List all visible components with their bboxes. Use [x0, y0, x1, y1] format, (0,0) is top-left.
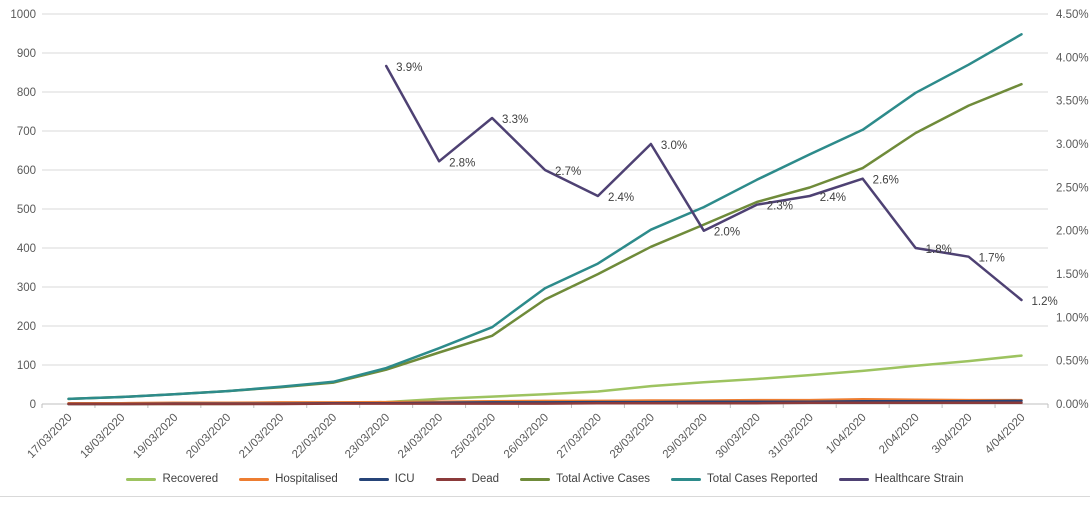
left-axis-tick-label: 200 — [17, 321, 36, 333]
data-label: 1.8% — [926, 244, 952, 256]
data-label: 2.3% — [767, 201, 793, 213]
legend-item-healthcare-strain[interactable]: Healthcare Strain — [838, 473, 964, 485]
x-axis-category-label: 23/03/2020 — [343, 412, 392, 461]
data-label: 2.0% — [714, 227, 740, 239]
right-axis-tick-label: 0.50% — [1056, 356, 1089, 368]
x-axis-category-label: 29/03/2020 — [661, 412, 710, 461]
x-axis-category-label: 18/03/2020 — [78, 412, 127, 461]
right-axis-tick-label: 3.00% — [1056, 139, 1089, 151]
data-label: 3.3% — [502, 114, 528, 126]
data-label: 2.4% — [820, 192, 846, 204]
right-axis-tick-label: 2.50% — [1056, 182, 1089, 194]
legend-label: Healthcare Strain — [874, 473, 964, 485]
data-label: 2.7% — [555, 166, 581, 178]
x-axis-category-label: 20/03/2020 — [184, 412, 233, 461]
x-axis-category-label: 4/04/2020 — [983, 412, 1028, 457]
legend-swatch-icon — [435, 477, 466, 481]
legend-swatch-icon — [358, 477, 389, 481]
data-label: 2.4% — [608, 192, 634, 204]
chart-bottom-border — [0, 496, 1090, 497]
series-line-dead — [67, 401, 1023, 406]
legend-swatch-icon — [126, 477, 157, 481]
right-axis-tick-label: 3.50% — [1056, 96, 1089, 108]
left-axis-tick-label: 500 — [17, 204, 36, 216]
legend-item-total-active-cases[interactable]: Total Active Cases — [520, 473, 650, 485]
right-axis-tick-label: 1.50% — [1056, 269, 1089, 281]
data-label: 3.0% — [661, 140, 687, 152]
legend-item-dead[interactable]: Dead — [435, 473, 500, 485]
left-axis-tick-label: 900 — [17, 48, 36, 60]
right-axis-tick-label: 4.00% — [1056, 52, 1089, 64]
x-axis-category-label: 21/03/2020 — [237, 412, 286, 461]
x-axis-category-label: 22/03/2020 — [290, 412, 339, 461]
left-axis-tick-label: 1000 — [10, 9, 36, 21]
legend-swatch-icon — [520, 477, 551, 481]
x-axis-category-label: 31/03/2020 — [767, 412, 816, 461]
data-label: 1.2% — [1032, 296, 1058, 308]
legend-label: Total Cases Reported — [707, 473, 818, 485]
legend-item-total-cases-reported[interactable]: Total Cases Reported — [671, 473, 818, 485]
legend-label: ICU — [394, 473, 415, 485]
series-line-total-cases-reported — [67, 33, 1023, 401]
x-axis-category-label: 30/03/2020 — [714, 412, 763, 461]
legend-label: Recovered — [162, 473, 219, 485]
left-axis-tick-label: 600 — [17, 165, 36, 177]
x-axis-category-label: 2/04/2020 — [877, 412, 922, 457]
x-axis-category-label: 3/04/2020 — [930, 412, 975, 457]
x-axis-category-label: 27/03/2020 — [555, 412, 604, 461]
left-axis-tick-label: 300 — [17, 282, 36, 294]
x-axis-category-label: 19/03/2020 — [131, 412, 180, 461]
x-axis-category-label: 28/03/2020 — [608, 412, 657, 461]
chart-legend: Recovered Hospitalised ICU Dead Total Active… — [0, 473, 1090, 485]
left-axis-tick-label: 100 — [17, 360, 36, 372]
left-axis-tick-label: 700 — [17, 126, 36, 138]
legend-label: Total Active Cases — [556, 473, 651, 485]
right-axis-tick-label: 2.00% — [1056, 226, 1089, 238]
x-axis-category-label: 17/03/2020 — [25, 412, 74, 461]
legend-swatch-icon — [838, 477, 869, 481]
legend-item-hospitalised[interactable]: Hospitalised — [239, 473, 338, 485]
legend-item-icu[interactable]: ICU — [358, 473, 415, 485]
legend-label: Dead — [471, 473, 500, 485]
left-axis-tick-label: 400 — [17, 243, 36, 255]
data-label: 3.9% — [396, 62, 422, 74]
left-axis-tick-label: 0 — [30, 399, 36, 411]
data-label: 1.7% — [979, 253, 1005, 265]
legend-swatch-icon — [239, 477, 270, 481]
legend-swatch-icon — [671, 477, 702, 481]
x-axis-category-label: 1/04/2020 — [824, 412, 869, 457]
data-label: 2.8% — [449, 157, 475, 169]
legend-label: Hospitalised — [275, 473, 338, 485]
legend-item-recovered[interactable]: Recovered — [126, 473, 218, 485]
line-chart: 0 100 200 300 400 500 600 700 800 900 1000 0.00% 0.5… — [10, 9, 1089, 461]
series-line-healthcare-strain — [384, 64, 1023, 302]
x-axis-category-label: 24/03/2020 — [396, 412, 445, 461]
right-axis-tick-label: 1.00% — [1056, 312, 1089, 324]
left-axis-tick-label: 800 — [17, 87, 36, 99]
x-axis-category-label: 26/03/2020 — [502, 412, 551, 461]
right-axis-tick-label: 4.50% — [1056, 9, 1089, 21]
series-line-recovered — [67, 354, 1023, 406]
data-label: 2.6% — [873, 175, 899, 187]
right-axis-tick-label: 0.00% — [1056, 399, 1089, 411]
x-axis-category-label: 25/03/2020 — [449, 412, 498, 461]
